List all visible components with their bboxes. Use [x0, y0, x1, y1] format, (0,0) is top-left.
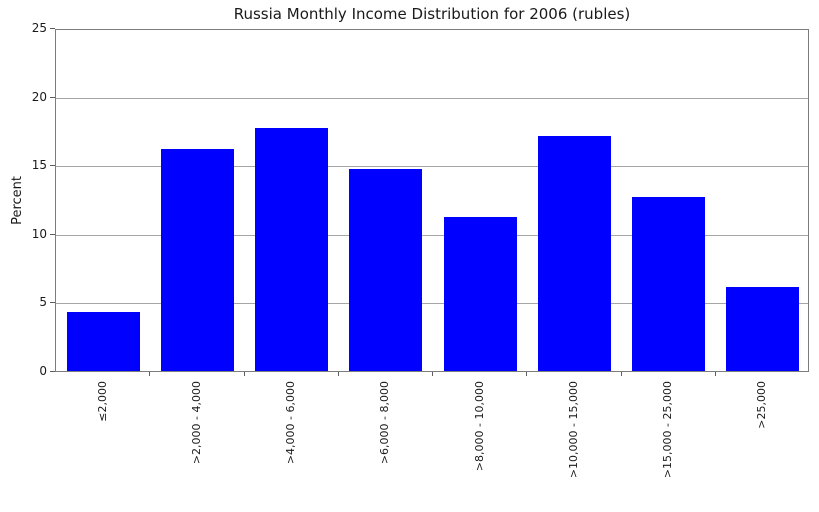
y-tick	[50, 165, 55, 166]
bar-1	[67, 312, 140, 371]
y-tick-label: 15	[31, 158, 47, 172]
y-tick	[50, 302, 55, 303]
y-tick-label: 5	[39, 295, 47, 309]
x-tick-label: >6,000 - 8,000	[378, 381, 391, 465]
bar-2	[161, 148, 234, 371]
gridline-10	[56, 235, 808, 236]
chart-title: Russia Monthly Income Distribution for 2…	[233, 5, 631, 23]
y-tick-label: 0	[39, 364, 47, 378]
y-tick	[50, 234, 55, 235]
bar-7	[632, 196, 705, 371]
plot-area	[55, 29, 809, 372]
x-tick	[244, 372, 245, 376]
x-tick	[621, 372, 622, 376]
bar-6	[538, 136, 611, 371]
bar-4	[349, 169, 422, 371]
bar-5	[444, 217, 517, 371]
x-tick-label: >10,000 - 15,000	[567, 381, 580, 479]
y-tick	[50, 371, 55, 372]
x-tick	[149, 372, 150, 376]
gridline-20	[56, 98, 808, 99]
x-tick-label: ≤2,000	[96, 381, 109, 422]
y-tick	[50, 28, 55, 29]
y-axis-label: Percent	[10, 176, 25, 225]
y-tick-label: 20	[31, 90, 47, 104]
x-tick	[715, 372, 716, 376]
x-tick-label: >2,000 - 4,000	[190, 381, 203, 465]
x-tick	[526, 372, 527, 376]
x-tick	[432, 372, 433, 376]
gridline-5	[56, 303, 808, 304]
x-tick-label: >25,000	[755, 381, 768, 429]
y-tick	[50, 97, 55, 98]
x-tick-label: >15,000 - 25,000	[661, 381, 674, 479]
gridline-15	[56, 166, 808, 167]
y-tick-label: 10	[31, 227, 47, 241]
x-tick-label: >8,000 - 10,000	[473, 381, 486, 472]
y-tick-label: 25	[31, 21, 47, 35]
bar-3	[255, 128, 328, 371]
bar-8	[726, 287, 799, 371]
x-tick	[338, 372, 339, 376]
x-tick-label: >4,000 - 6,000	[284, 381, 297, 465]
